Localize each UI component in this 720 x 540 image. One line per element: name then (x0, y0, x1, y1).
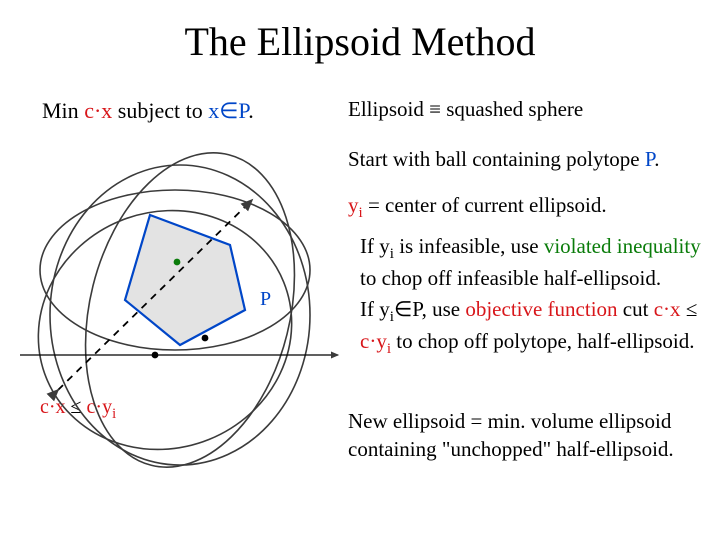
r4-l1c: to chop off infeasible half-ellipsoid. (360, 266, 661, 290)
min-line: Min c·x subject to x∈P. (42, 98, 254, 124)
r3-post: = center of current ellipsoid. (363, 193, 607, 217)
min-xp: x∈P (208, 98, 248, 123)
min-mid: subject to (112, 98, 208, 123)
r1-pre: Ellipsoid (348, 97, 429, 121)
r4-cutop: ≤ (681, 297, 698, 321)
r4-l3: to chop off polytope, half-ellipsoid. (391, 329, 694, 353)
r4-l2b: ∈P, use (394, 297, 465, 321)
r4-l2a: If y (360, 297, 390, 321)
r1-equiv: ≡ (429, 97, 441, 121)
slide-title: The Ellipsoid Method (0, 18, 720, 65)
r4-cutr: c·y (360, 329, 387, 353)
r4-l1a: If y (360, 234, 390, 258)
r2-pre: Start with ball containing polytope (348, 147, 645, 171)
ellipsoid-diagram (20, 140, 340, 500)
r1: Ellipsoid ≡ squashed sphere (348, 96, 700, 132)
r4-l2c: cut (618, 297, 654, 321)
r4-l4: New ellipsoid = min. volume ellipsoid co… (348, 409, 674, 461)
r1-post: squashed sphere (441, 97, 583, 121)
r2-p: P (645, 147, 654, 171)
r4: If yi is infeasible, use violated inequa… (360, 232, 708, 361)
r2-post: . (654, 147, 659, 171)
r4-cutl: c·x (654, 297, 681, 321)
r3-pre: y (348, 193, 359, 217)
r3: yi = center of current ellipsoid. (348, 192, 700, 232)
r4b: New ellipsoid = min. volume ellipsoid co… (348, 408, 700, 463)
min-pre: Min (42, 98, 84, 123)
r4-l1b: is infeasible, use (394, 234, 544, 258)
r2: Start with ball containing polytope P. (348, 146, 700, 182)
min-post: . (248, 98, 254, 123)
min-cx: c·x (84, 98, 112, 123)
r4-obj: objective function (465, 297, 617, 321)
r4-viol: violated inequality (544, 234, 701, 258)
